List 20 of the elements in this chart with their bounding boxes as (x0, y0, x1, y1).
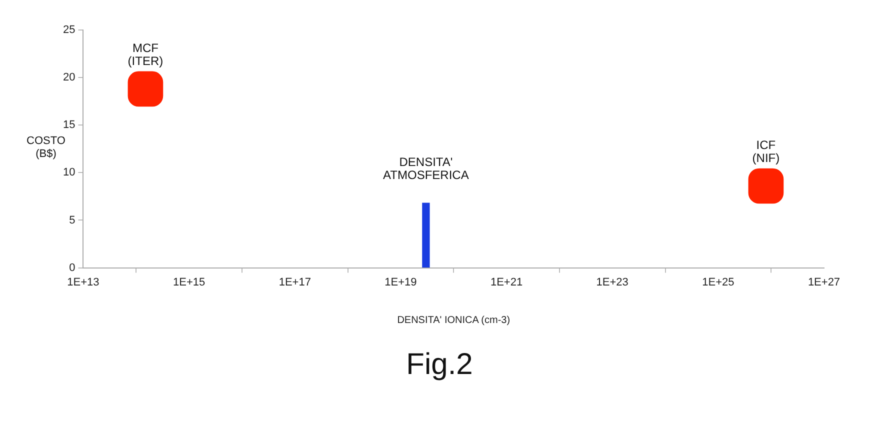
y-tick-label: 0 (69, 262, 76, 274)
x-tick-label: 1E+13 (67, 276, 100, 288)
y-axis-title: COSTO (B$) (26, 134, 66, 160)
y-tick-label: 5 (69, 214, 76, 226)
x-tick-label: 1E+21 (490, 276, 523, 288)
x-tick-label: 1E+17 (278, 276, 311, 288)
annotation: ICF (NIF) (752, 138, 780, 165)
x-tick-label: 1E+25 (702, 276, 734, 288)
y-tick-label: 25 (62, 24, 76, 36)
y-tick-label: 15 (62, 119, 76, 132)
x-tick-label: 1E+19 (384, 276, 417, 288)
annotation: DENSITA' ATMOSFERICA (383, 155, 469, 182)
y-tick-label: 10 (62, 166, 76, 179)
y-tick-label: 20 (62, 72, 76, 84)
caption: Fig.2 (405, 348, 474, 382)
x-axis-title: DENSITA' IONICA (cm-3) (397, 314, 510, 326)
x-tick-label: 1E+27 (808, 276, 840, 288)
x-tick-label: 1E+15 (172, 276, 206, 288)
x-tick-label: 1E+23 (596, 276, 628, 288)
annotation: MCF (ITER) (128, 40, 164, 68)
